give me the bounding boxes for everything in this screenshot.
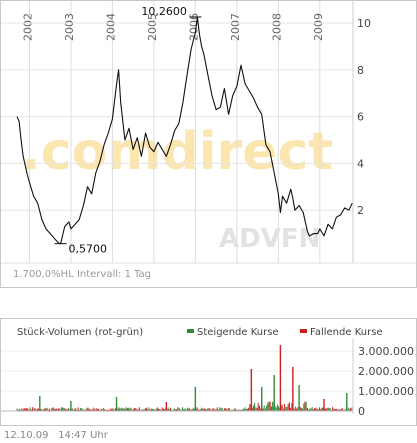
chart-info-text: 1.700,0%HL Intervall: 1 Tag <box>13 269 152 280</box>
timestamp: 12.10.09 14:47 Uhr <box>4 430 108 441</box>
year-tick-2002: 2002 <box>21 13 34 41</box>
watermark-text: .comdirect <box>21 122 333 182</box>
volume-chart: 0 1.000.000 2.000.000 3.000.000 <box>1 339 414 418</box>
price-tick-8: 8 <box>357 64 364 77</box>
volume-chart-panel: 0 1.000.000 2.000.000 3.000.000 Stück-Volum… <box>0 318 417 426</box>
year-tick-2009: 2009 <box>312 13 325 41</box>
volume-tick-0: 0 <box>358 405 365 418</box>
price-tick-2: 2 <box>357 204 364 217</box>
price-tick-10: 10 <box>357 17 371 30</box>
volume-bars <box>16 401 353 411</box>
legend-falling-swatch <box>300 329 307 333</box>
year-tick-2008: 2008 <box>270 13 283 41</box>
price-tick-6: 6 <box>357 111 364 124</box>
provider-watermark: ADVFN <box>219 224 320 254</box>
volume-title: Stück-Volumen (rot-grün) <box>17 327 144 338</box>
price-line <box>16 16 353 245</box>
volume-tick-1: 1.000.000 <box>358 385 414 398</box>
timestamp-date: 12.10.09 <box>4 430 49 441</box>
legend-rising-swatch <box>187 329 194 333</box>
price-chart-panel: .comdirect ADVFN 2002 2003 2004 2005 2006 2007 2… <box>0 0 417 288</box>
volume-tick-3: 3.000.000 <box>358 345 414 358</box>
year-tick-2005: 2005 <box>146 13 159 41</box>
annotation-label-0: 10,2600 <box>141 5 187 18</box>
price-tick-4: 4 <box>357 157 364 170</box>
year-tick-2003: 2003 <box>63 13 76 41</box>
legend-rising-label: Steigende Kurse <box>197 327 279 338</box>
volume-tick-2: 2.000.000 <box>358 365 414 378</box>
legend-falling: Fallende Kurse <box>300 327 383 338</box>
year-tick-2004: 2004 <box>104 13 117 41</box>
year-tick-2007: 2007 <box>229 13 242 41</box>
legend-rising: Steigende Kurse <box>187 327 279 338</box>
timestamp-time: 14:47 Uhr <box>58 430 108 441</box>
legend-falling-label: Fallende Kurse <box>310 327 383 338</box>
annotation-label-1: 0,5700 <box>69 243 108 256</box>
